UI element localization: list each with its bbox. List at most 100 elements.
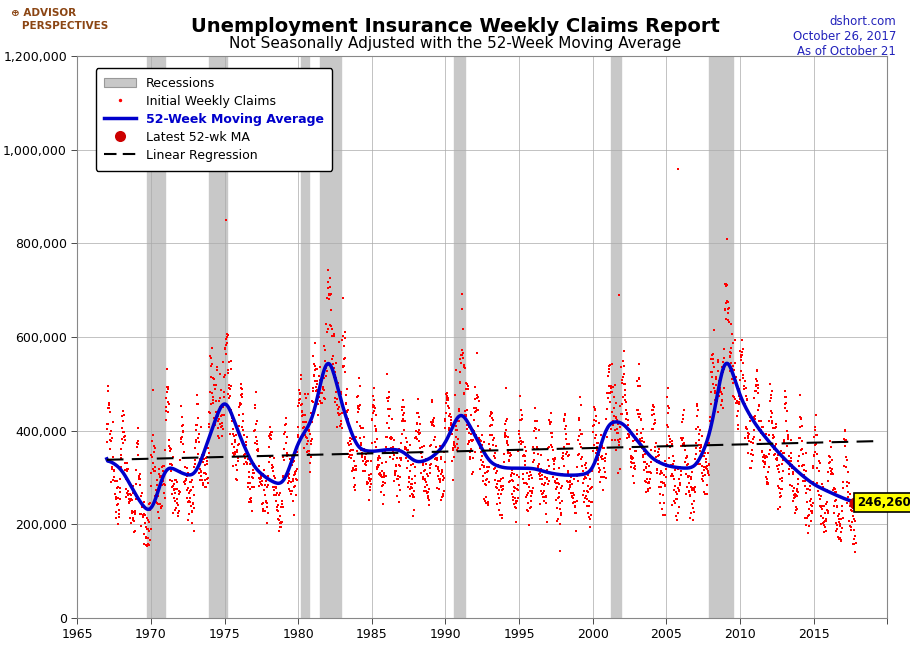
Point [350, 401, 365, 412]
Point [406, 490, 420, 500]
Point [408, 461, 422, 472]
Point [340, 413, 355, 424]
Point [514, 439, 529, 449]
Point [238, 440, 252, 450]
Point [620, 432, 634, 443]
Point [188, 443, 203, 453]
Point [785, 459, 800, 470]
Point [765, 418, 780, 428]
Point [703, 416, 717, 427]
Point [487, 451, 501, 461]
Point [404, 479, 419, 490]
Point [753, 424, 767, 435]
Point [579, 491, 593, 502]
Point [621, 420, 635, 430]
Point [532, 499, 547, 510]
Point [676, 432, 691, 443]
Point [638, 449, 652, 459]
Point [207, 419, 222, 430]
Point [259, 518, 274, 528]
Point [453, 354, 468, 365]
Point [106, 417, 120, 428]
Point [206, 373, 220, 383]
Point [533, 474, 548, 485]
Point [513, 415, 528, 426]
Point [651, 450, 665, 461]
Point [281, 473, 296, 483]
Point [476, 471, 490, 481]
Point [723, 366, 737, 377]
Point [117, 432, 132, 442]
Point [645, 400, 660, 410]
Point [126, 487, 140, 498]
Point [665, 439, 680, 449]
Point [719, 278, 733, 289]
Point [445, 421, 460, 432]
Point [417, 440, 431, 451]
Point [783, 455, 797, 466]
Point [138, 533, 153, 544]
Point [174, 437, 188, 447]
Point [682, 512, 697, 523]
Point [256, 469, 270, 479]
Point [561, 477, 576, 487]
Point [585, 466, 600, 477]
Point [554, 507, 569, 518]
Point [499, 383, 513, 393]
Point [718, 305, 733, 315]
Point [228, 449, 242, 459]
Point [655, 510, 670, 520]
Point [680, 450, 694, 461]
Point [541, 476, 556, 486]
Point [488, 463, 502, 473]
Point [329, 381, 344, 391]
Point [828, 484, 843, 494]
Point [485, 430, 500, 440]
Point [369, 410, 383, 420]
Point [243, 458, 258, 469]
Point [570, 496, 584, 506]
Point [392, 461, 407, 471]
Point [628, 460, 642, 471]
Point [494, 482, 509, 492]
Point [450, 416, 465, 426]
Point [575, 465, 590, 476]
Point [255, 480, 269, 490]
Point [275, 498, 289, 509]
Point [403, 465, 418, 476]
Point [309, 375, 324, 386]
Point [344, 466, 359, 477]
Point [116, 406, 130, 416]
Point [455, 348, 470, 358]
Point [240, 457, 255, 468]
Point [392, 460, 407, 471]
Point [201, 418, 216, 429]
Point [632, 381, 647, 392]
Point [542, 416, 557, 427]
Point [791, 479, 805, 489]
Point [178, 469, 193, 479]
Point [627, 457, 642, 468]
Point [234, 390, 248, 401]
Point [405, 479, 420, 489]
Point [395, 416, 410, 427]
Point [766, 444, 781, 455]
Point [166, 451, 180, 462]
Point [303, 457, 318, 468]
Point [356, 444, 370, 454]
Point [455, 289, 470, 299]
Point [211, 422, 226, 433]
Point [635, 443, 650, 453]
Point [575, 452, 590, 463]
Point [801, 484, 815, 494]
Point [248, 419, 263, 430]
Point [847, 533, 862, 544]
Point [636, 424, 651, 435]
Point [410, 393, 425, 404]
Point [670, 494, 684, 504]
Point [280, 477, 295, 488]
Point [556, 448, 571, 459]
Point [707, 362, 722, 372]
Point [579, 463, 593, 473]
Point [349, 464, 364, 475]
